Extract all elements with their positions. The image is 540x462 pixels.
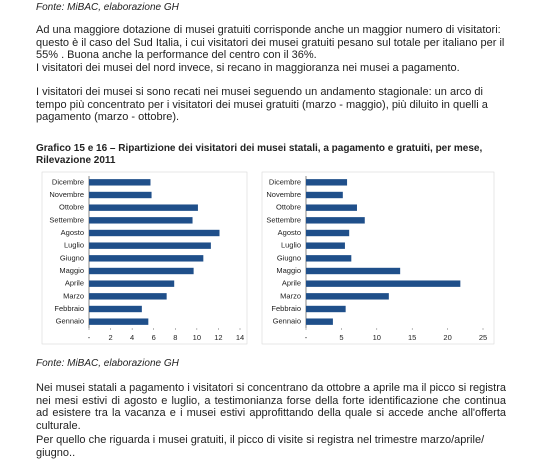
- chart-frame: [41, 171, 248, 345]
- x-tick-label: 4: [130, 333, 134, 342]
- y-tick-label: Gennaio: [273, 317, 301, 326]
- bar: [306, 229, 350, 237]
- y-tick-label: Febbraio: [271, 304, 301, 313]
- bar: [89, 229, 220, 237]
- y-tick-label: Aprile: [65, 279, 84, 288]
- x-tick-label: 12: [214, 333, 222, 342]
- bar: [89, 217, 193, 224]
- y-tick-label: Luglio: [281, 241, 301, 250]
- bar: [306, 217, 365, 224]
- bar: [306, 280, 461, 287]
- source: Fonte: MiBAC, elaborazione GH: [36, 358, 179, 369]
- y-tick-label: Ottobre: [59, 203, 84, 212]
- y-tick-label: Novembre: [49, 190, 84, 199]
- paragraph: I visitatori dei musei si sono recati ne…: [36, 86, 488, 124]
- y-tick-label: Novembre: [266, 190, 301, 199]
- bar: [306, 305, 346, 313]
- charts: - 2 4 6 8 10 12 14 Dicembre Novembre Ottobre Settem…: [41, 171, 495, 345]
- chart-frame: [261, 171, 495, 345]
- paragraph: Per quello che riguarda i musei gratuiti…: [36, 434, 485, 459]
- bar: [89, 267, 194, 275]
- x-tick-label: 20: [443, 333, 451, 342]
- x-tick-label: 5: [339, 333, 343, 342]
- x-tick-label: 6: [152, 333, 156, 342]
- y-tick-label: Marzo: [63, 291, 84, 300]
- y-tick-label: Marzo: [280, 291, 301, 300]
- y-tick-label: Maggio: [276, 266, 301, 275]
- bar: [306, 318, 333, 325]
- y-tick-label: Febbraio: [54, 304, 84, 313]
- bar: [89, 242, 211, 249]
- x-tick-label: 15: [408, 333, 416, 342]
- chart-heading: Grafico 15 e 16 – Ripartizione dei visit…: [36, 143, 483, 166]
- y-tick-label: Dicembre: [269, 177, 301, 186]
- bar: [306, 255, 352, 262]
- y-tick-label: Agosto: [61, 228, 84, 237]
- source: Fonte: MiBAC, elaborazione GH: [36, 2, 179, 13]
- y-tick-label: Settembre: [49, 215, 84, 224]
- bar: [306, 293, 389, 300]
- x-tick-label: -: [305, 333, 308, 342]
- bar: [89, 255, 204, 262]
- bar: [89, 191, 152, 199]
- bar: [89, 305, 142, 313]
- paragraph: I visitatori dei musei del nord invece, …: [36, 62, 460, 74]
- bar: [89, 293, 167, 300]
- x-tick-label: 10: [373, 333, 381, 342]
- bar: [89, 179, 151, 186]
- x-tick-label: 2: [108, 333, 112, 342]
- y-tick-label: Maggio: [59, 266, 84, 275]
- y-tick-label: Dicembre: [52, 177, 84, 186]
- x-tick-label: 8: [173, 333, 177, 342]
- bar: [89, 318, 149, 325]
- paragraph: Ad una maggiore dotazione di musei gratu…: [36, 24, 505, 62]
- x-tick-label: 10: [193, 333, 201, 342]
- y-tick-label: Ottobre: [276, 203, 301, 212]
- bar: [306, 242, 345, 249]
- bar: [306, 179, 348, 186]
- y-tick-label: Giugno: [277, 253, 301, 262]
- x-tick-label: 14: [236, 333, 244, 342]
- y-tick-label: Settembre: [266, 215, 301, 224]
- y-tick-label: Luglio: [64, 241, 84, 250]
- bar: [306, 267, 401, 275]
- y-tick-label: Giugno: [60, 253, 84, 262]
- paragraph: Nei musei statali a pagamento i visitato…: [36, 382, 506, 432]
- bar: [89, 280, 175, 287]
- bar: [306, 191, 343, 199]
- y-tick-label: Gennaio: [56, 317, 84, 326]
- y-tick-label: Aprile: [282, 279, 301, 288]
- y-tick-label: Agosto: [278, 228, 301, 237]
- bar: [306, 204, 357, 211]
- x-tick-label: -: [88, 333, 91, 342]
- x-tick-label: 25: [479, 333, 487, 342]
- bar: [89, 204, 198, 211]
